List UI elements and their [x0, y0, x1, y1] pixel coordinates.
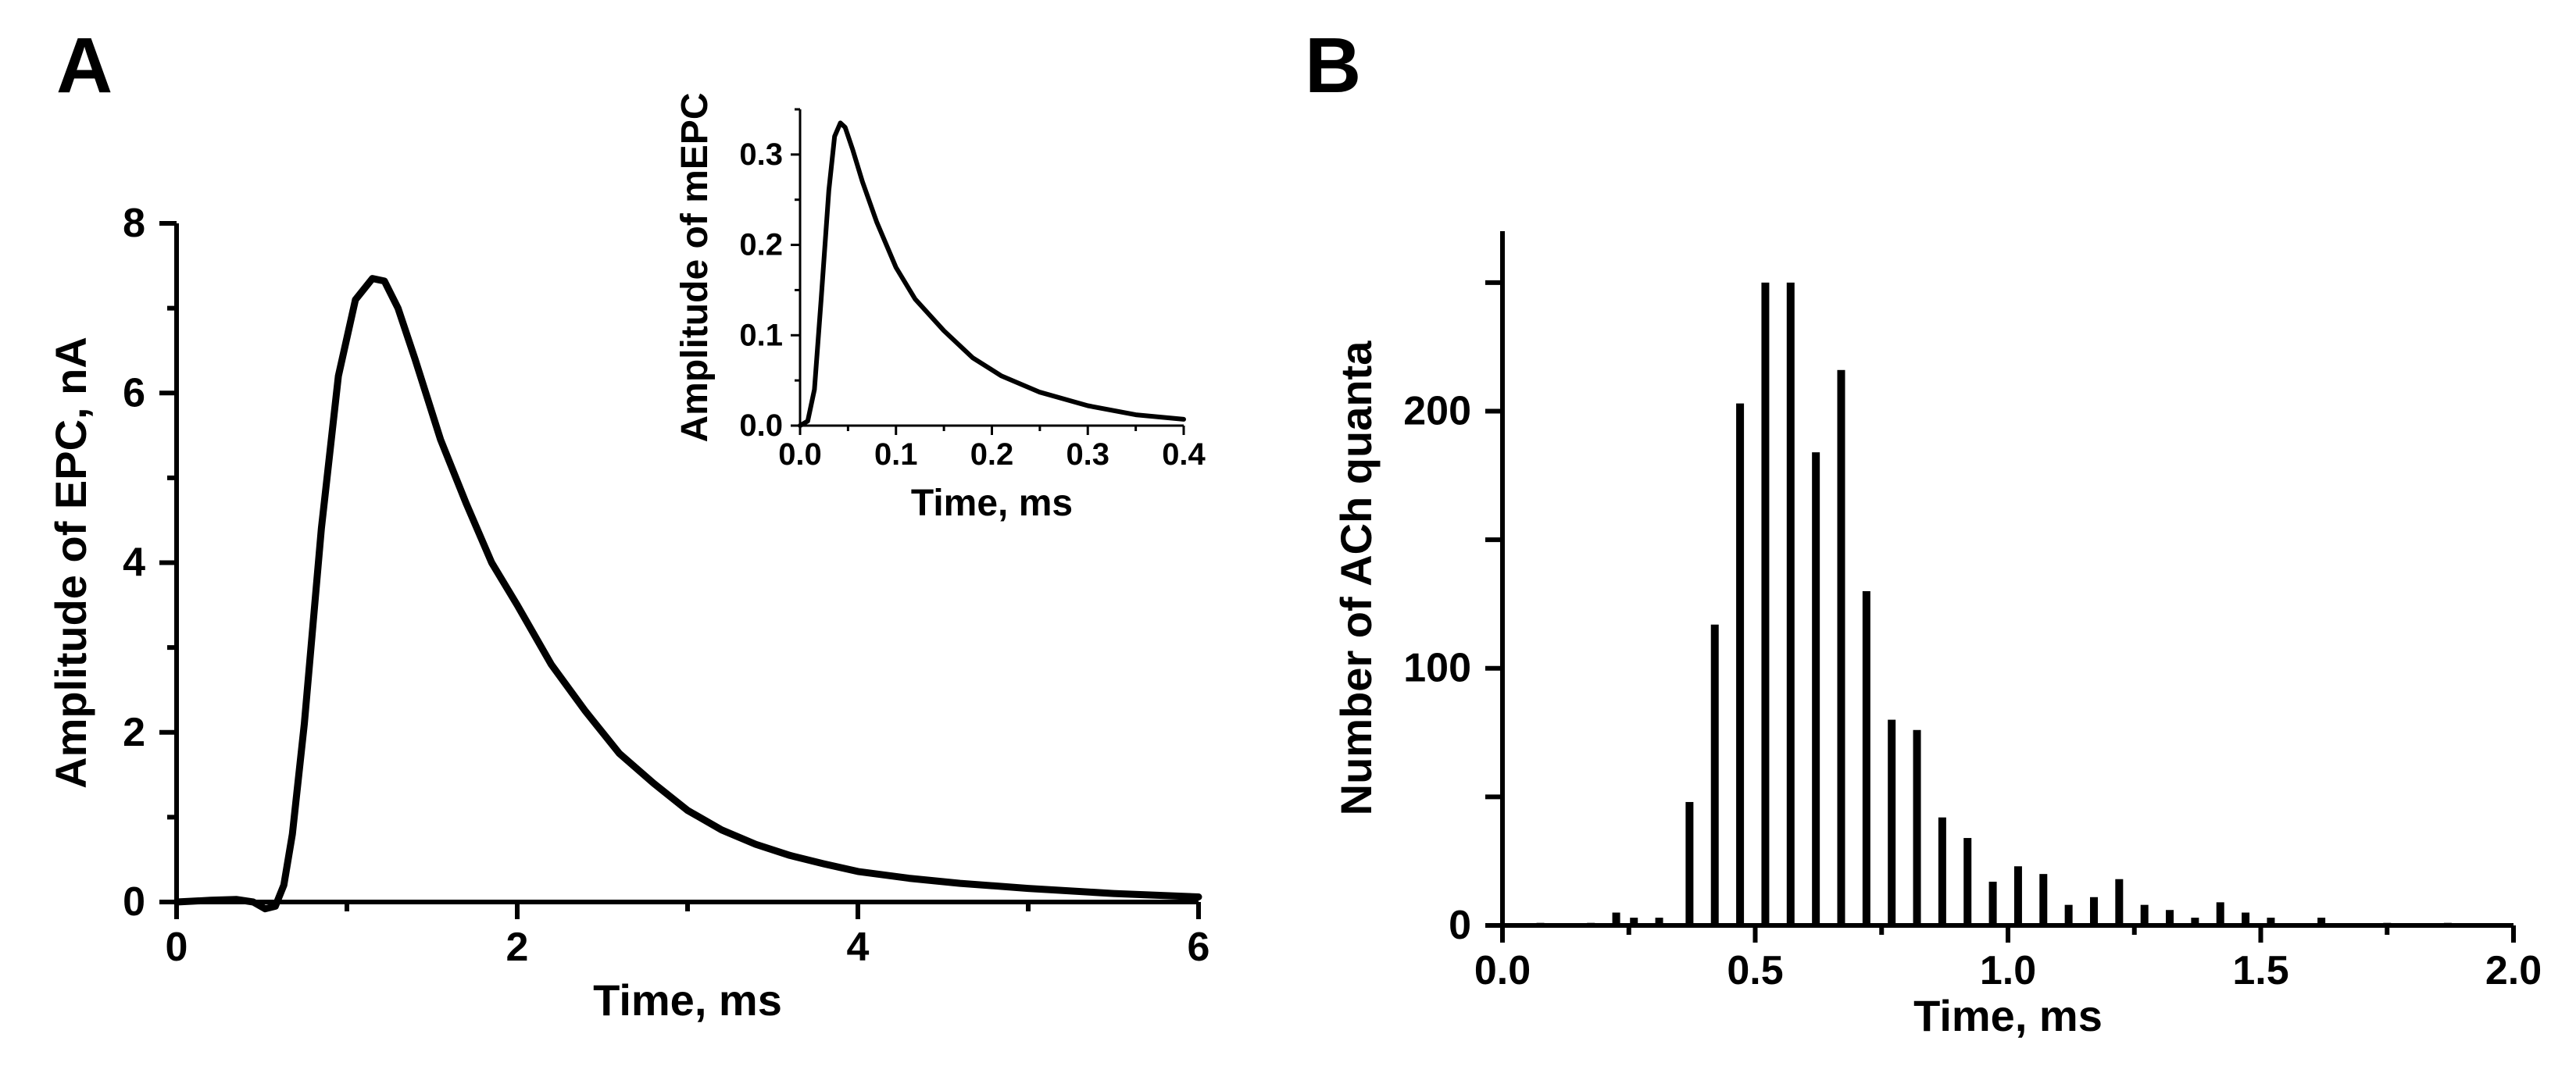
panel-a-main-chart: 0 2 4 6 0 2 4 6 8 Time, ms Amplitude of EPC, nA — [46, 201, 1209, 1025]
panel-a-main-y-tick-label: 8 — [123, 201, 145, 246]
panel-a-inset-y-tick-label: 0.0 — [739, 408, 783, 443]
panel-a-main-x-tick-label: 2 — [506, 925, 529, 970]
panel-b-bar — [1761, 282, 1770, 926]
panel-b-bar — [2166, 910, 2174, 925]
panel-b-bar — [1685, 801, 1694, 925]
panel-b-y-tick-label: 200 — [1403, 388, 1471, 433]
panel-a-main-x-axis-title: Time, ms — [593, 975, 782, 1025]
panel-a-main-y-axis-title: Amplitude of EPC, nA — [46, 337, 95, 789]
panel-b-bar — [2039, 874, 2048, 925]
panel-a-inset-series-line — [798, 120, 1186, 428]
panel-b-bar — [2383, 922, 2392, 925]
panel-b-bar — [2115, 879, 2124, 925]
panel-b-bar — [1786, 282, 1795, 926]
panel-a-main-x-tick-label: 6 — [1188, 925, 1210, 970]
panel-a-letter: A — [56, 22, 113, 109]
panel-b-letter: B — [1305, 22, 1361, 109]
panel-a-inset-x-tick-label: 0.2 — [970, 437, 1014, 472]
panel-b-bar — [1812, 452, 1820, 925]
panel-b-bar — [1913, 729, 1921, 925]
panel-b-bar — [1612, 912, 1620, 925]
panel-b-bar — [2140, 904, 2149, 925]
panel-a-main-x-tick-label: 0 — [166, 925, 188, 970]
panel-b-bar — [2216, 902, 2224, 925]
panel-a-inset-x-tick-label: 0.0 — [778, 437, 822, 472]
panel-b-x-tick-label: 1.0 — [1980, 948, 2036, 993]
panel-b-x-tick-label: 0.5 — [1727, 948, 1783, 993]
panel-a-inset-y-tick-label: 0.2 — [739, 228, 783, 262]
panel-b-bar — [1963, 838, 1972, 925]
panel-a-main-y-tick-label: 6 — [123, 370, 145, 415]
panel-b-bar — [1587, 922, 1595, 925]
panel-b-x-tick-label: 0.0 — [1474, 948, 1531, 993]
panel-b-x-tick-label: 1.5 — [2232, 948, 2288, 993]
panel-b-bar — [2089, 897, 2098, 925]
panel-b-x-tick-label: 2.0 — [2485, 948, 2542, 993]
panel-b-bar — [1736, 403, 1745, 925]
panel-b-x-axis-title: Time, ms — [1913, 991, 2103, 1040]
panel-a-inset-x-axis-title: Time, ms — [911, 483, 1073, 524]
panel-b-bar — [2267, 918, 2275, 925]
panel-a-inset-y-tick-label: 0.1 — [739, 318, 783, 352]
panel-b-bar — [1988, 882, 1997, 925]
panel-a-main-x-tick-label: 4 — [847, 925, 870, 970]
panel-b-bar — [1630, 918, 1638, 925]
panel-a-inset-x-tick-label: 0.4 — [1162, 437, 1206, 472]
panel-b-y-tick-label: 100 — [1403, 646, 1471, 691]
panel-b-bar — [2317, 918, 2326, 925]
panel-b-bar — [1655, 918, 1663, 925]
panel-a-inset-x-tick-label: 0.3 — [1066, 437, 1109, 472]
panel-a-main-series-line — [173, 275, 1202, 913]
panel-a-inset-chart: 0.0 0.1 0.2 0.3 0.4 0.0 0.1 0.2 0.3 Time, ms Ampli… — [674, 92, 1206, 524]
panel-b-bar — [2064, 904, 2073, 925]
panel-b-bar — [1862, 590, 1870, 925]
panel-b-bar — [2191, 918, 2199, 925]
panel-b-bar — [1938, 817, 1946, 925]
panel-a-inset-x-tick-label: 0.1 — [874, 437, 918, 472]
panel-b-bar — [2443, 922, 2452, 925]
panel-b-bar — [1536, 922, 1545, 925]
panel-b-bar — [2013, 866, 2022, 925]
panel-a-inset-y-axis-title: Amplitude of mEPC — [674, 92, 716, 442]
panel-b-y-tick-label: 0 — [1449, 903, 1471, 948]
panel-b-y-axis-title: Number of ACh quanta — [1331, 340, 1381, 816]
panel-b-bar — [1710, 624, 1719, 925]
panel-b-bar — [1837, 369, 1845, 925]
panel-b-histogram: 0.0 0.5 1.0 1.5 2.0 0 100 200 Time, ms Number of … — [1331, 231, 2542, 1040]
panel-a-inset-y-tick-label: 0.3 — [739, 137, 783, 172]
panel-b-bar — [2242, 912, 2250, 925]
panel-b-bar — [1888, 719, 1896, 925]
panel-a-main-y-tick-label: 0 — [123, 879, 145, 925]
panel-a-main-y-tick-label: 2 — [123, 710, 145, 755]
panel-a-main-y-tick-label: 4 — [123, 540, 145, 586]
